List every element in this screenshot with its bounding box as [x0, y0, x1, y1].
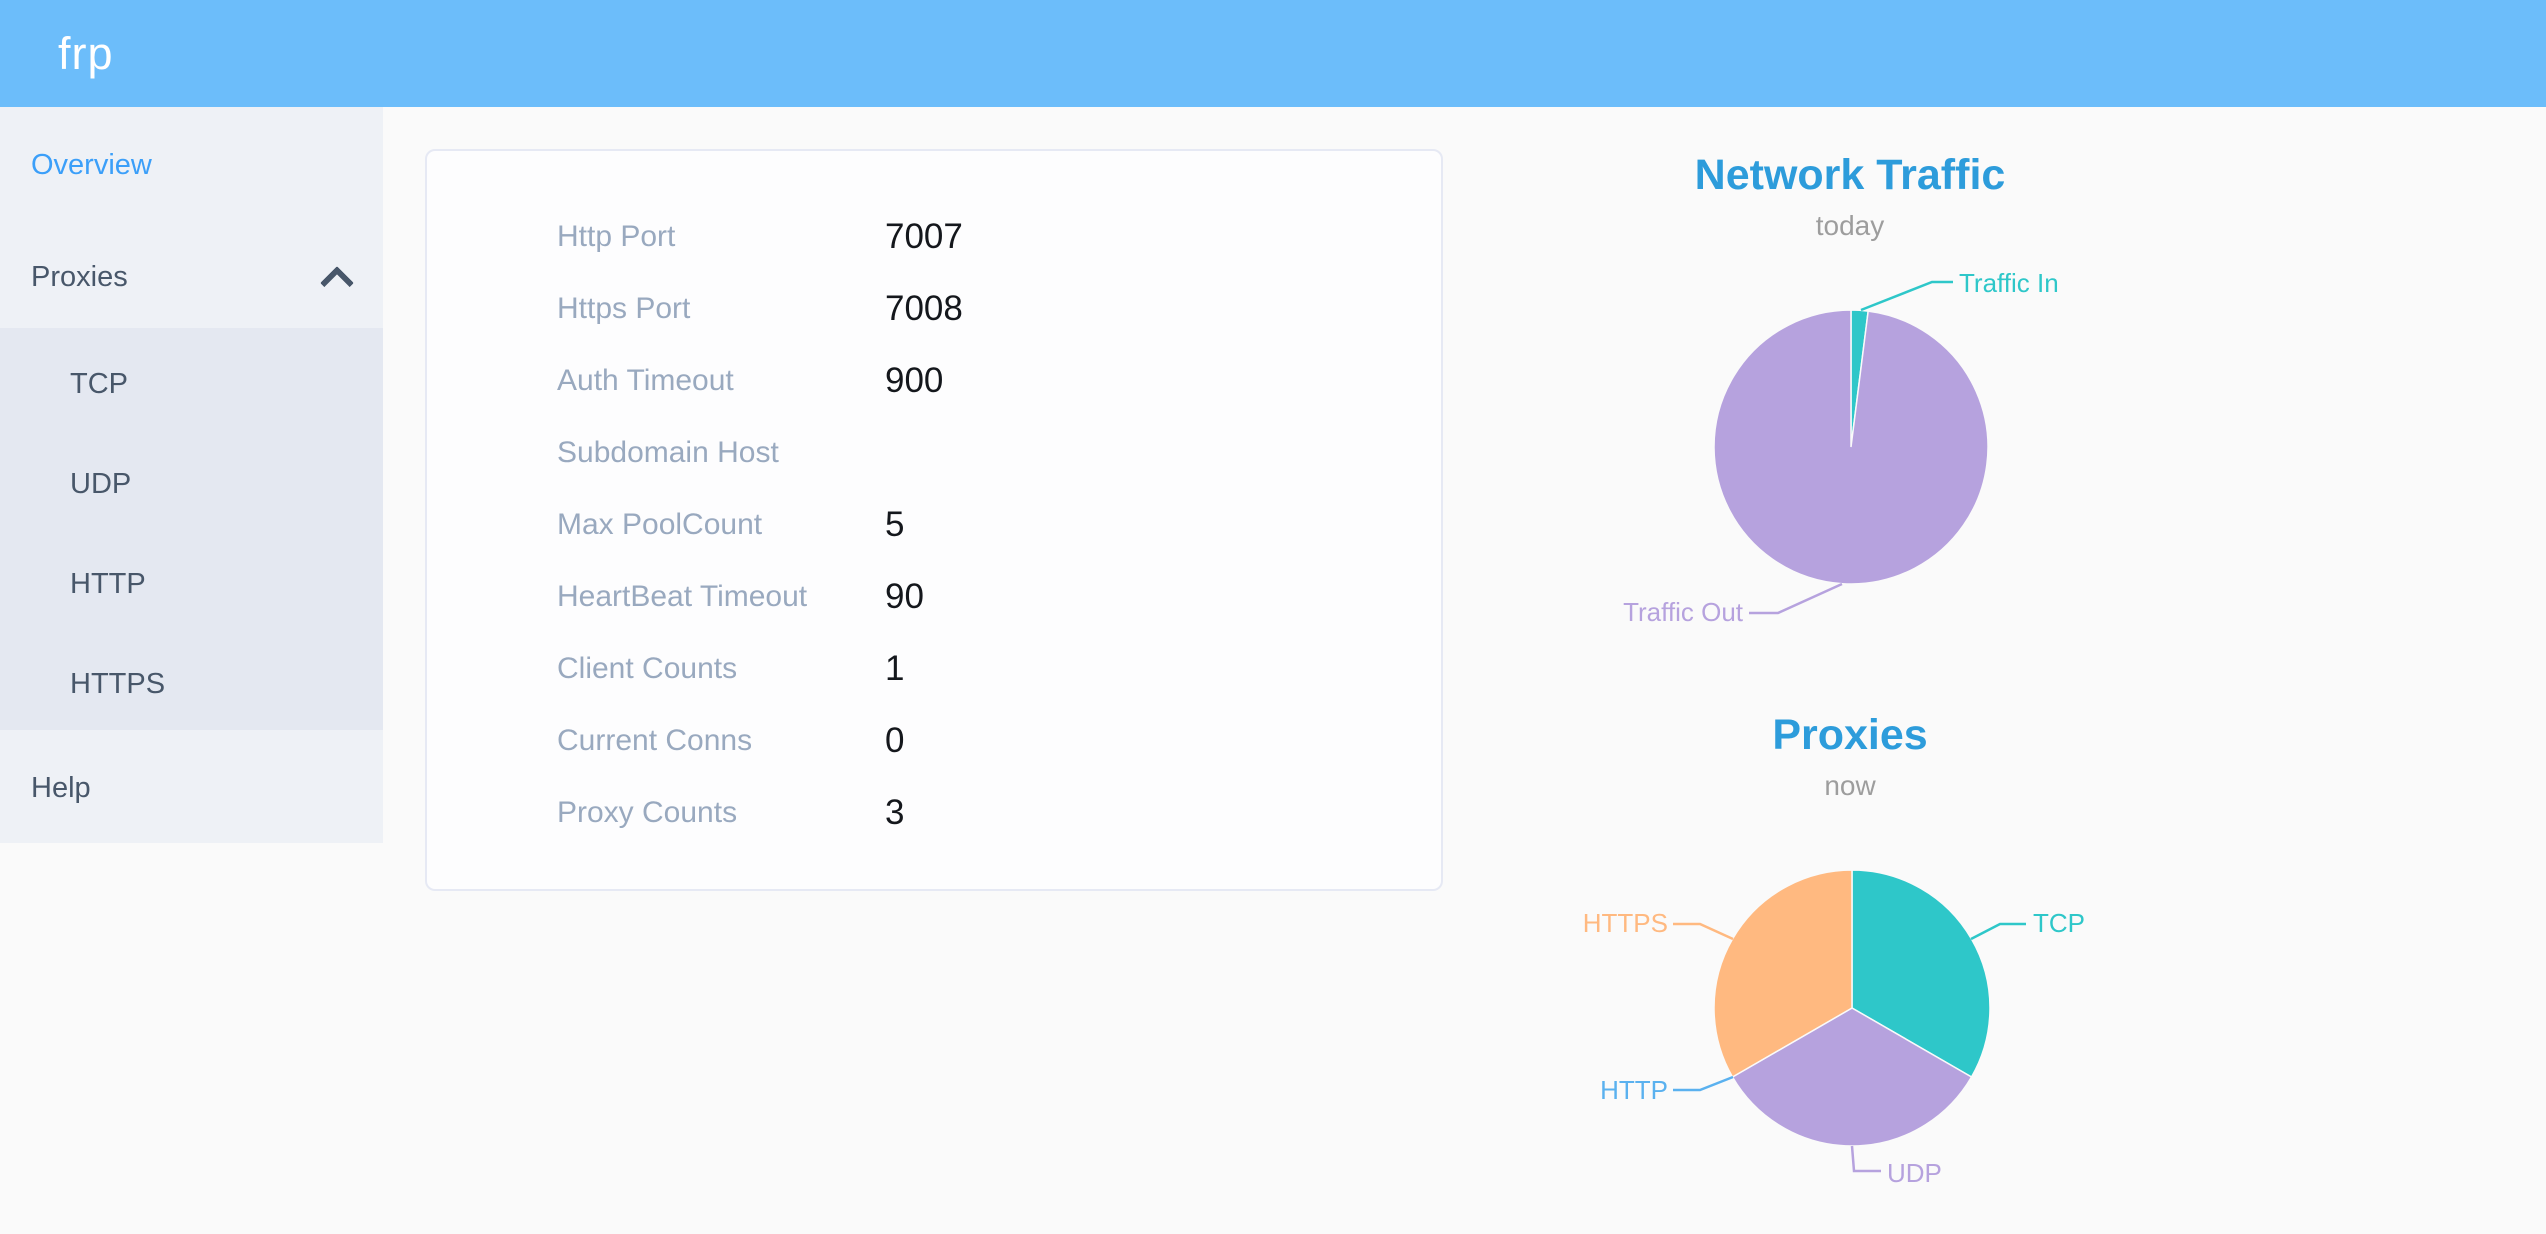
proxies-pie-svg	[1673, 869, 2026, 1173]
chart-subtitle: today	[1815, 210, 1885, 241]
info-label: Current Conns	[557, 724, 753, 757]
info-value: 3	[885, 793, 905, 832]
info-row: Auth Timeout 900	[427, 345, 1441, 417]
info-label: Client Counts	[557, 652, 738, 685]
network-traffic-chart: Network Traffic today Traffic In Traffic…	[1500, 150, 2200, 670]
proxies-chart: Proxies now TCP UDP HTTP HTTPS	[1500, 710, 2200, 1234]
info-row: Proxy Counts 3	[427, 777, 1441, 849]
info-label: Auth Timeout	[557, 364, 734, 397]
pie-label-traffic-out: Traffic Out	[1623, 597, 1743, 627]
info-value: 900	[885, 361, 944, 400]
pie-label-http: HTTP	[1600, 1075, 1668, 1105]
sidebar-item-http[interactable]: HTTP	[70, 568, 146, 600]
leader-line-traffic-in	[1860, 280, 1953, 312]
pie-slice-traffic-out[interactable]	[1713, 309, 1989, 585]
sidebar-item-https[interactable]: HTTPS	[70, 668, 166, 700]
leader-line-udp	[1850, 1145, 1881, 1173]
info-label: Https Port	[557, 292, 691, 325]
sidebar-item-overview[interactable]: Overview	[31, 149, 152, 181]
pie-label-https: HTTPS	[1582, 908, 1668, 938]
info-value: 5	[885, 505, 905, 544]
info-row: HeartBeat Timeout 90	[427, 561, 1441, 633]
leader-line-traffic-out	[1749, 582, 1843, 615]
sidebar-item-proxies[interactable]: Proxies	[0, 231, 383, 323]
pie-label-traffic-in: Traffic In	[1959, 268, 2059, 298]
sidebar-item-tcp[interactable]: TCP	[70, 368, 128, 400]
info-value: 7007	[885, 217, 963, 256]
info-label: Proxy Counts	[557, 796, 738, 829]
sidebar-item-proxies-label: Proxies	[31, 261, 128, 293]
info-row: Http Port 7007	[427, 201, 1441, 273]
sidebar-item-udp[interactable]: UDP	[70, 468, 132, 500]
chart-title: Network Traffic	[1694, 151, 2006, 199]
pie-slices[interactable]	[1713, 309, 1989, 585]
info-label: Http Port	[557, 220, 676, 253]
app-logo: frp	[58, 28, 114, 79]
chevron-up-icon	[320, 266, 354, 300]
info-label: Subdomain Host	[557, 436, 779, 469]
chart-subtitle: now	[1824, 770, 1876, 801]
pie-slice-udp[interactable]	[1731, 1007, 1973, 1147]
chart-title: Proxies	[1772, 711, 1928, 759]
network-traffic-pie-svg	[1713, 280, 1989, 615]
info-value: 0	[885, 721, 905, 760]
app-header: frp	[0, 0, 2546, 107]
info-value: 7008	[885, 289, 963, 328]
sidebar: Overview Proxies TCP UDP HTTP HTTPS Help	[0, 107, 383, 843]
server-info-rows: Http Port 7007 Https Port 7008 Auth Time…	[427, 201, 1441, 849]
info-label: Max PoolCount	[557, 508, 763, 541]
leader-line-tcp	[1970, 922, 2026, 941]
info-row: Subdomain Host	[427, 417, 1441, 489]
info-label: HeartBeat Timeout	[557, 580, 808, 613]
info-row: Max PoolCount 5	[427, 489, 1441, 561]
info-row: Current Conns 0	[427, 705, 1441, 777]
proxies-submenu: TCP UDP HTTP HTTPS	[0, 328, 383, 730]
info-value: 90	[885, 577, 924, 616]
info-value: 1	[885, 649, 905, 688]
pie-label-tcp: TCP	[2033, 908, 2085, 938]
info-row: Client Counts 1	[427, 633, 1441, 705]
info-row: Https Port 7008	[427, 273, 1441, 345]
leader-line-http	[1673, 1075, 1734, 1092]
pie-label-udp: UDP	[1887, 1158, 1942, 1188]
server-info-card: Http Port 7007 Https Port 7008 Auth Time…	[425, 149, 1443, 891]
pie-slices[interactable]	[1713, 869, 1991, 1147]
sidebar-item-help[interactable]: Help	[31, 772, 91, 804]
leader-line-https	[1673, 922, 1734, 941]
